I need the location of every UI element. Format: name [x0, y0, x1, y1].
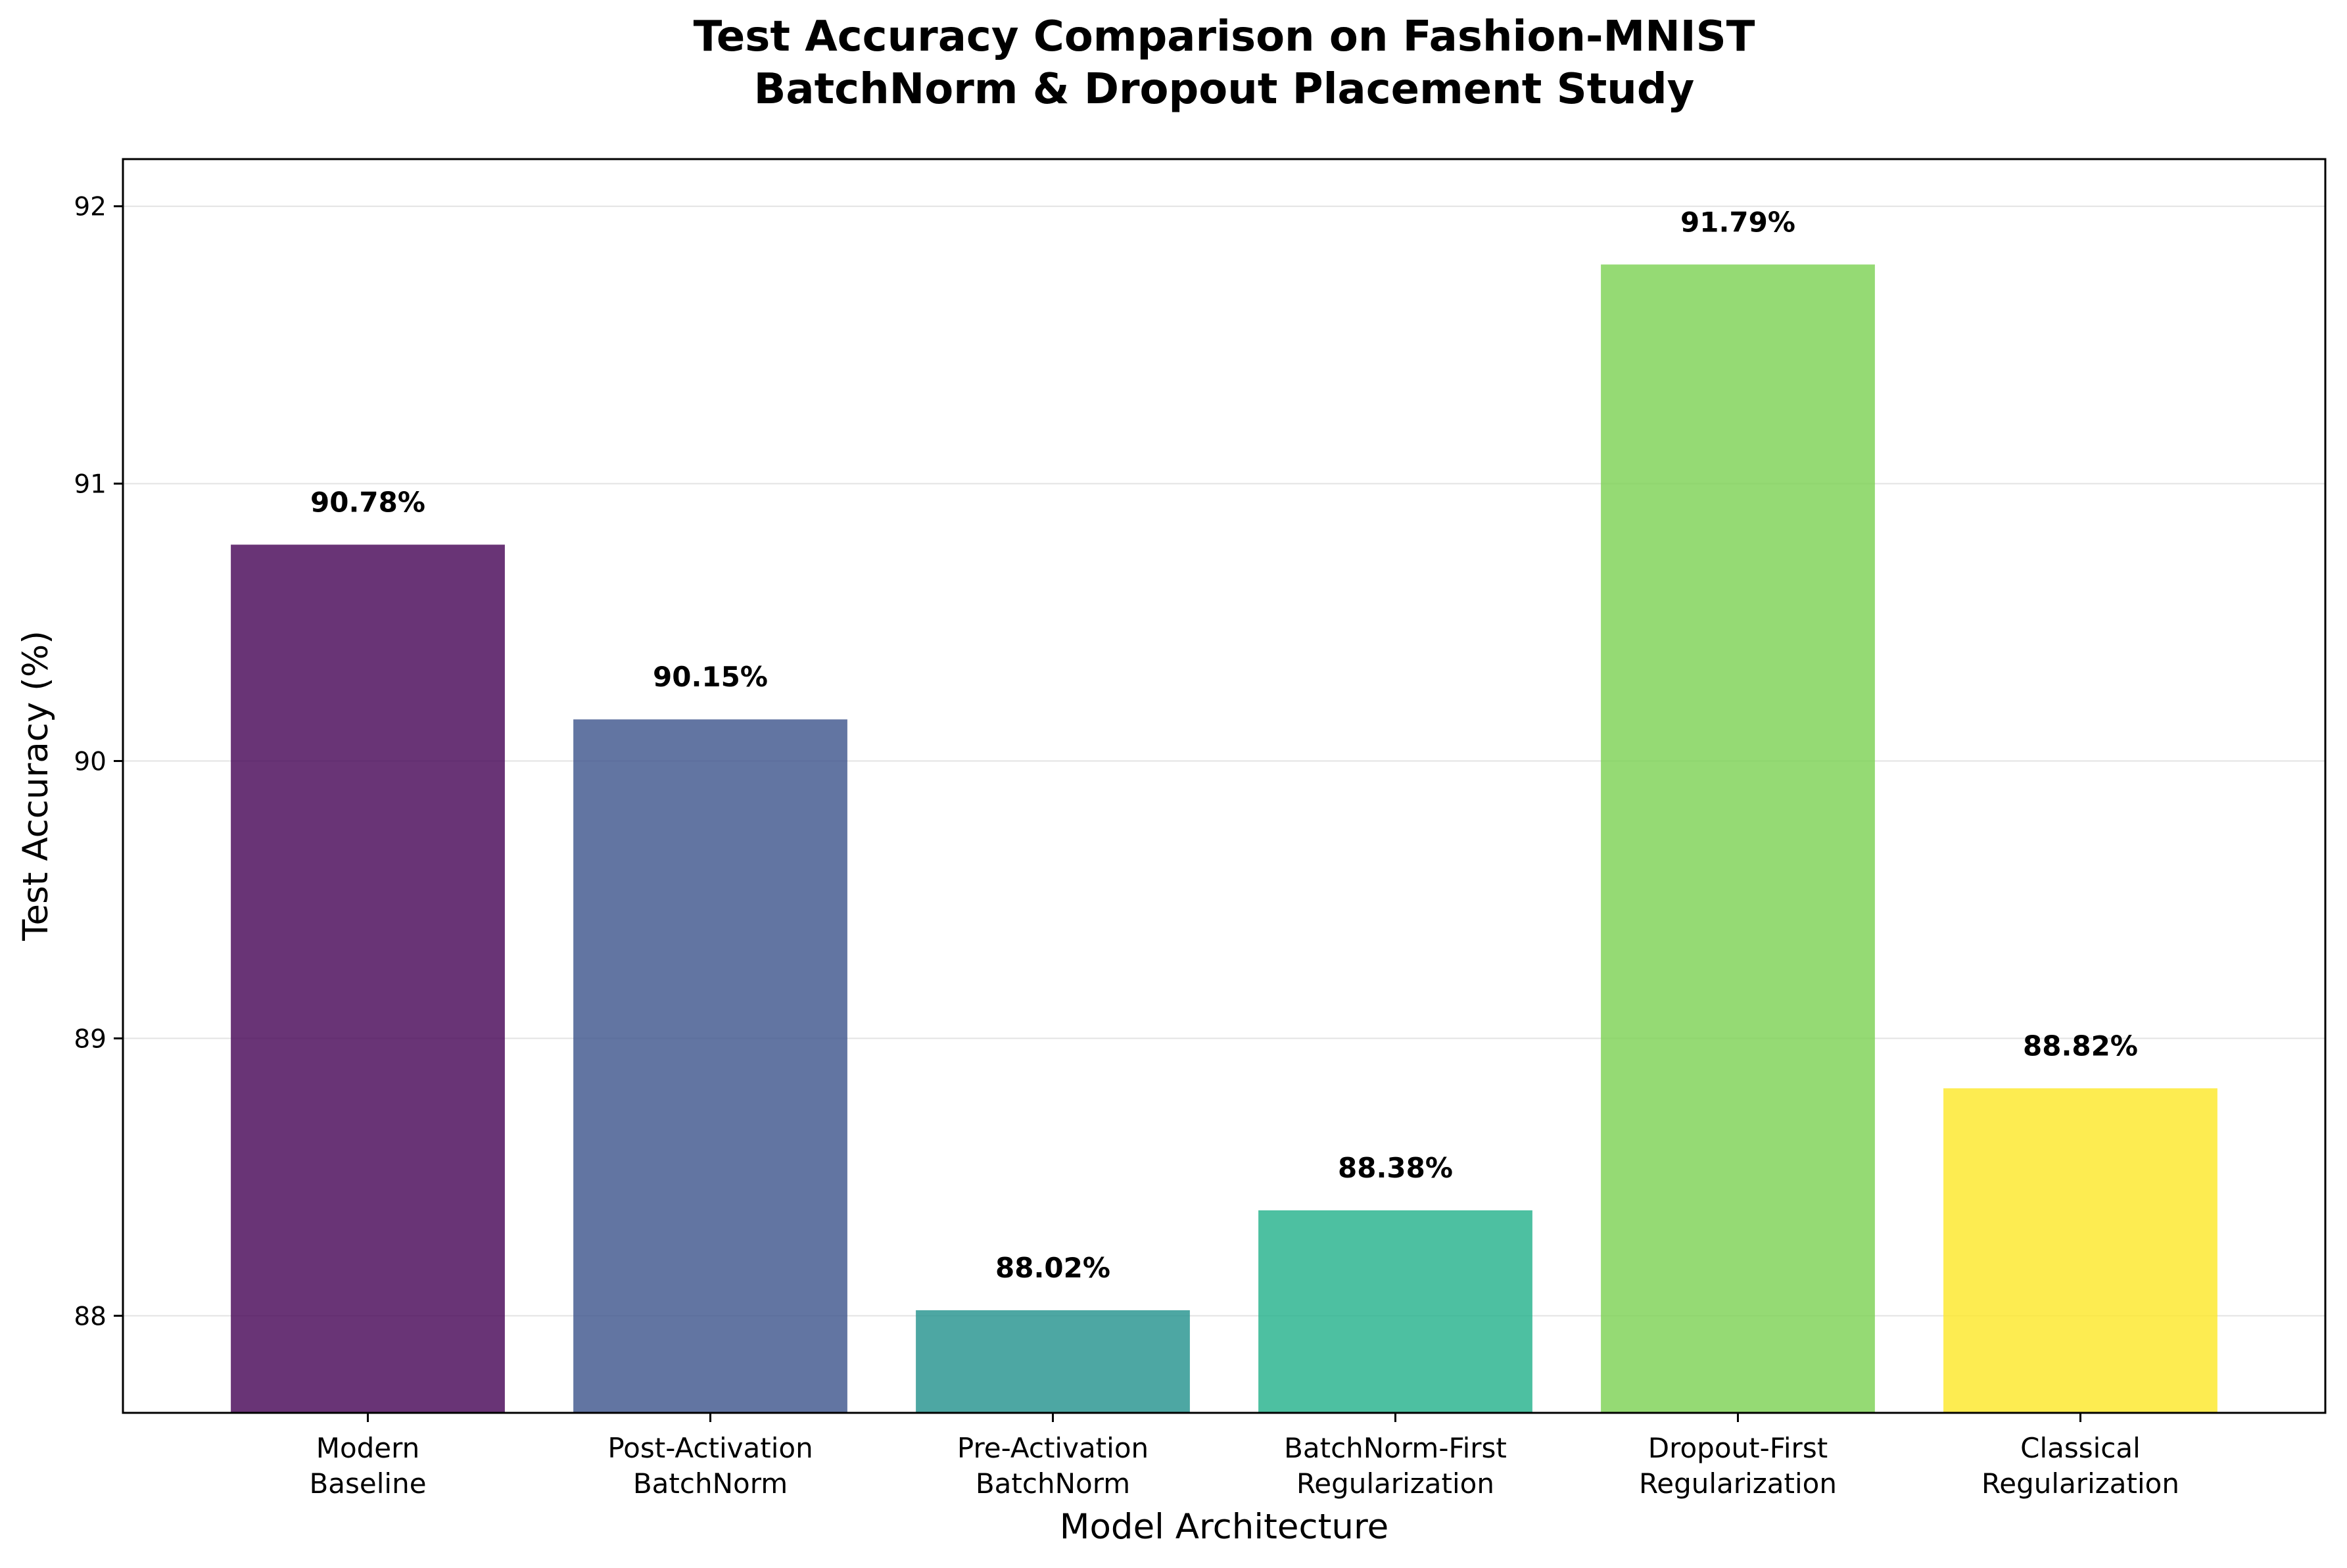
y-tick-label: 91 [74, 470, 107, 500]
y-axis-ticks: 88 89 90 91 92 [74, 193, 123, 1331]
bar-value-label: 88.82% [2023, 1030, 2138, 1062]
x-tick-label: Regularization [1639, 1467, 1837, 1500]
bar [573, 719, 847, 1413]
x-tick-label: Pre-Activation [957, 1432, 1149, 1464]
x-tick-label: Post-Activation [607, 1432, 813, 1464]
chart-title: Test Accuracy Comparison on Fashion-MNIS… [694, 12, 1755, 61]
y-axis-label: Test Accuracy (%) [16, 630, 56, 941]
y-tick-label: 90 [74, 748, 107, 777]
chart-subtitle: BatchNorm & Dropout Placement Study [754, 65, 1695, 114]
bar-value-label: 91.79% [1680, 206, 1795, 238]
x-tick-label: Regularization [1981, 1467, 2179, 1500]
x-axis-ticks: ModernBaselinePost-ActivationBatchNormPr… [309, 1413, 2179, 1500]
plot-frame [122, 158, 2327, 1414]
x-tick-label: Modern [316, 1432, 420, 1464]
bar-value-label: 90.78% [310, 486, 425, 518]
y-tick-label: 92 [74, 193, 107, 222]
y-tick-label: 89 [74, 1024, 107, 1054]
x-tick-label: BatchNorm-First [1284, 1432, 1507, 1464]
bar [1943, 1088, 2217, 1413]
bar [1258, 1210, 1532, 1413]
x-tick-label: Regularization [1296, 1467, 1494, 1500]
bar-value-label: 90.15% [653, 661, 768, 693]
bars [231, 264, 2217, 1413]
x-tick-label: Baseline [309, 1467, 426, 1500]
bar [916, 1310, 1190, 1413]
y-tick-label: 88 [74, 1302, 107, 1331]
x-tick-label: BatchNorm [976, 1467, 1130, 1500]
x-tick-label: BatchNorm [633, 1467, 788, 1500]
x-axis-label: Model Architecture [1060, 1507, 1388, 1547]
bar-value-label: 88.02% [995, 1252, 1110, 1284]
bar [231, 544, 505, 1413]
value-labels: 90.78% 90.15% 88.02% 88.38% 91.79% 88.82% [310, 206, 2138, 1284]
bar-value-label: 88.38% [1338, 1152, 1453, 1184]
x-tick-label: Dropout-First [1648, 1432, 1828, 1464]
bar [1601, 264, 1875, 1413]
x-tick-label: Classical [2020, 1432, 2141, 1464]
